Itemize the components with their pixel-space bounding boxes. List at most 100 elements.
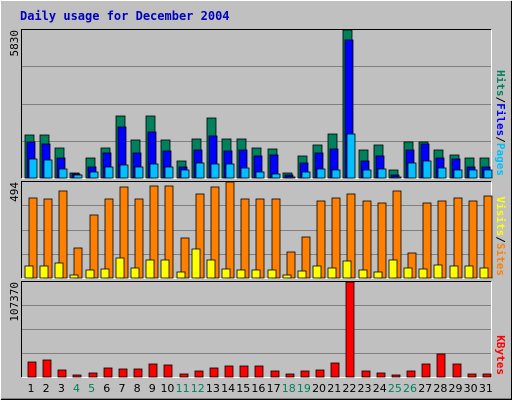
legend-kbytes: KBytes: [494, 335, 507, 375]
bar-kbytes-day-23: [361, 370, 371, 378]
x-tick-label-day-27: 27: [418, 382, 432, 395]
x-tick-label-day-18: 18: [282, 382, 296, 395]
x-tick-label-day-17: 17: [267, 382, 281, 395]
legend-pages: Pages: [494, 143, 507, 176]
x-tick-label-day-28: 28: [433, 382, 447, 395]
legend-files: Files: [494, 103, 507, 136]
legend-visits: Visits: [494, 197, 507, 237]
x-tick-label-day-30: 30: [464, 382, 478, 395]
x-tick-label-day-10: 10: [160, 382, 174, 395]
legend-kbytes: KBytes: [494, 335, 507, 375]
bar-visits-day-3: [54, 262, 64, 279]
bar-visits-day-2: [39, 265, 49, 279]
x-tick-label-day-6: 6: [103, 382, 110, 395]
bar-kbytes-day-3: [57, 369, 67, 378]
panel-frame-light: [21, 29, 492, 179]
x-tick-label-day-16: 16: [251, 382, 265, 395]
panel-frame-dark: [21, 29, 492, 179]
x-tick-label-day-31: 31: [479, 382, 493, 395]
bar-visits-day-25: [388, 259, 398, 279]
bar-pages-day-4: [73, 174, 83, 179]
bar-pages-day-11: [180, 169, 190, 179]
x-tick-label-day-3: 3: [58, 382, 65, 395]
bar-kbytes-day-7: [118, 368, 128, 378]
bar-kbytes-day-27: [421, 363, 431, 378]
bar-visits-day-27: [418, 268, 428, 279]
x-tick-label-day-9: 9: [149, 382, 156, 395]
panel-frame-dark: [21, 281, 492, 378]
bar-visits-day-9: [145, 259, 155, 279]
legend-hits: Hits: [494, 70, 507, 97]
bar-sites-day-8: [134, 198, 144, 279]
bar-pages-day-24: [377, 168, 387, 179]
bar-pages-day-2: [43, 159, 53, 179]
bar-kbytes-day-25: [391, 374, 401, 378]
bar-pages-day-15: [240, 167, 250, 179]
bar-kbytes-day-18: [285, 373, 295, 378]
bar-visits-day-1: [24, 265, 34, 279]
bar-visits-day-28: [433, 264, 443, 279]
legend-separator: /: [494, 136, 507, 143]
bar-sites-day-5: [89, 214, 99, 279]
x-tick-label-day-2: 2: [43, 382, 50, 395]
bar-pages-day-5: [89, 171, 99, 179]
bar-visits-day-7: [115, 257, 125, 279]
bar-pages-day-31: [483, 169, 493, 179]
bar-pages-day-12: [195, 162, 205, 179]
bar-visits-day-19: [297, 270, 307, 279]
bar-kbytes-day-29: [452, 363, 462, 378]
bar-kbytes-day-24: [376, 372, 386, 378]
bar-kbytes-day-21: [330, 362, 340, 378]
bar-kbytes-day-31: [482, 373, 492, 378]
bar-kbytes-day-16: [254, 365, 264, 378]
bar-visits-day-10: [160, 259, 170, 279]
x-axis-day-labels: 1 2 3 4 5 6 7 8 9 10 11 12 13 14 15 16 17 18 19 20 21 22 23 24 2…: [28, 382, 493, 395]
bar-sites-day-18: [286, 251, 296, 279]
bar-pages-day-6: [104, 166, 114, 179]
bar-kbytes-day-8: [133, 368, 143, 378]
bar-pages-day-14: [225, 163, 235, 179]
chart-title: Daily usage for December 2004: [20, 9, 230, 23]
bar-visits-day-31: [479, 267, 489, 279]
bar-visits-day-16: [251, 269, 261, 279]
bar-sites-day-31: [483, 195, 493, 279]
bar-sites-day-23: [362, 200, 372, 279]
bar-pages-day-22: [346, 133, 356, 179]
bar-visits-day-15: [236, 269, 246, 279]
bar-sites-day-6: [104, 198, 114, 279]
x-tick-label-day-23: 23: [358, 382, 372, 395]
bar-kbytes-day-26: [406, 370, 416, 378]
bar-sites-day-24: [377, 202, 387, 279]
bar-kbytes-day-13: [209, 367, 219, 378]
legend-hits-files-pages: Hits/Files/Pages: [494, 70, 507, 176]
bar-pages-day-17: [271, 173, 281, 179]
bar-pages-day-13: [210, 163, 220, 179]
bar-pages-day-23: [362, 169, 372, 179]
bar-kbytes-day-30: [467, 373, 477, 378]
y-axis-max-label: 5830: [8, 30, 21, 57]
bar-visits-day-13: [206, 259, 216, 279]
x-tick-label-day-22: 22: [342, 382, 356, 395]
legend-sites-visits: Visits/Sites: [494, 197, 507, 277]
bar-kbytes-day-15: [239, 365, 249, 378]
bar-pages-day-20: [316, 168, 326, 179]
bar-kbytes-day-2: [42, 359, 52, 378]
bar-kbytes-day-9: [148, 363, 158, 378]
bar-kbytes-day-1: [27, 361, 37, 378]
legend-separator: /: [494, 97, 507, 104]
bar-visits-day-20: [312, 265, 322, 279]
bar-pages-day-16: [255, 171, 265, 179]
bar-pages-day-28: [437, 167, 447, 179]
bar-kbytes-day-28: [436, 353, 446, 378]
bar-sites-day-27: [422, 202, 432, 279]
bar-pages-day-18: [286, 176, 296, 179]
x-tick-label-day-21: 21: [327, 382, 341, 395]
panel-kbytes: 107370 KBytes: [8, 281, 507, 378]
x-tick-label-day-8: 8: [134, 382, 141, 395]
bar-pages-day-8: [134, 166, 144, 179]
x-tick-label-day-11: 11: [176, 382, 190, 395]
bar-pages-day-21: [331, 169, 341, 179]
bar-visits-day-18: [282, 274, 292, 279]
